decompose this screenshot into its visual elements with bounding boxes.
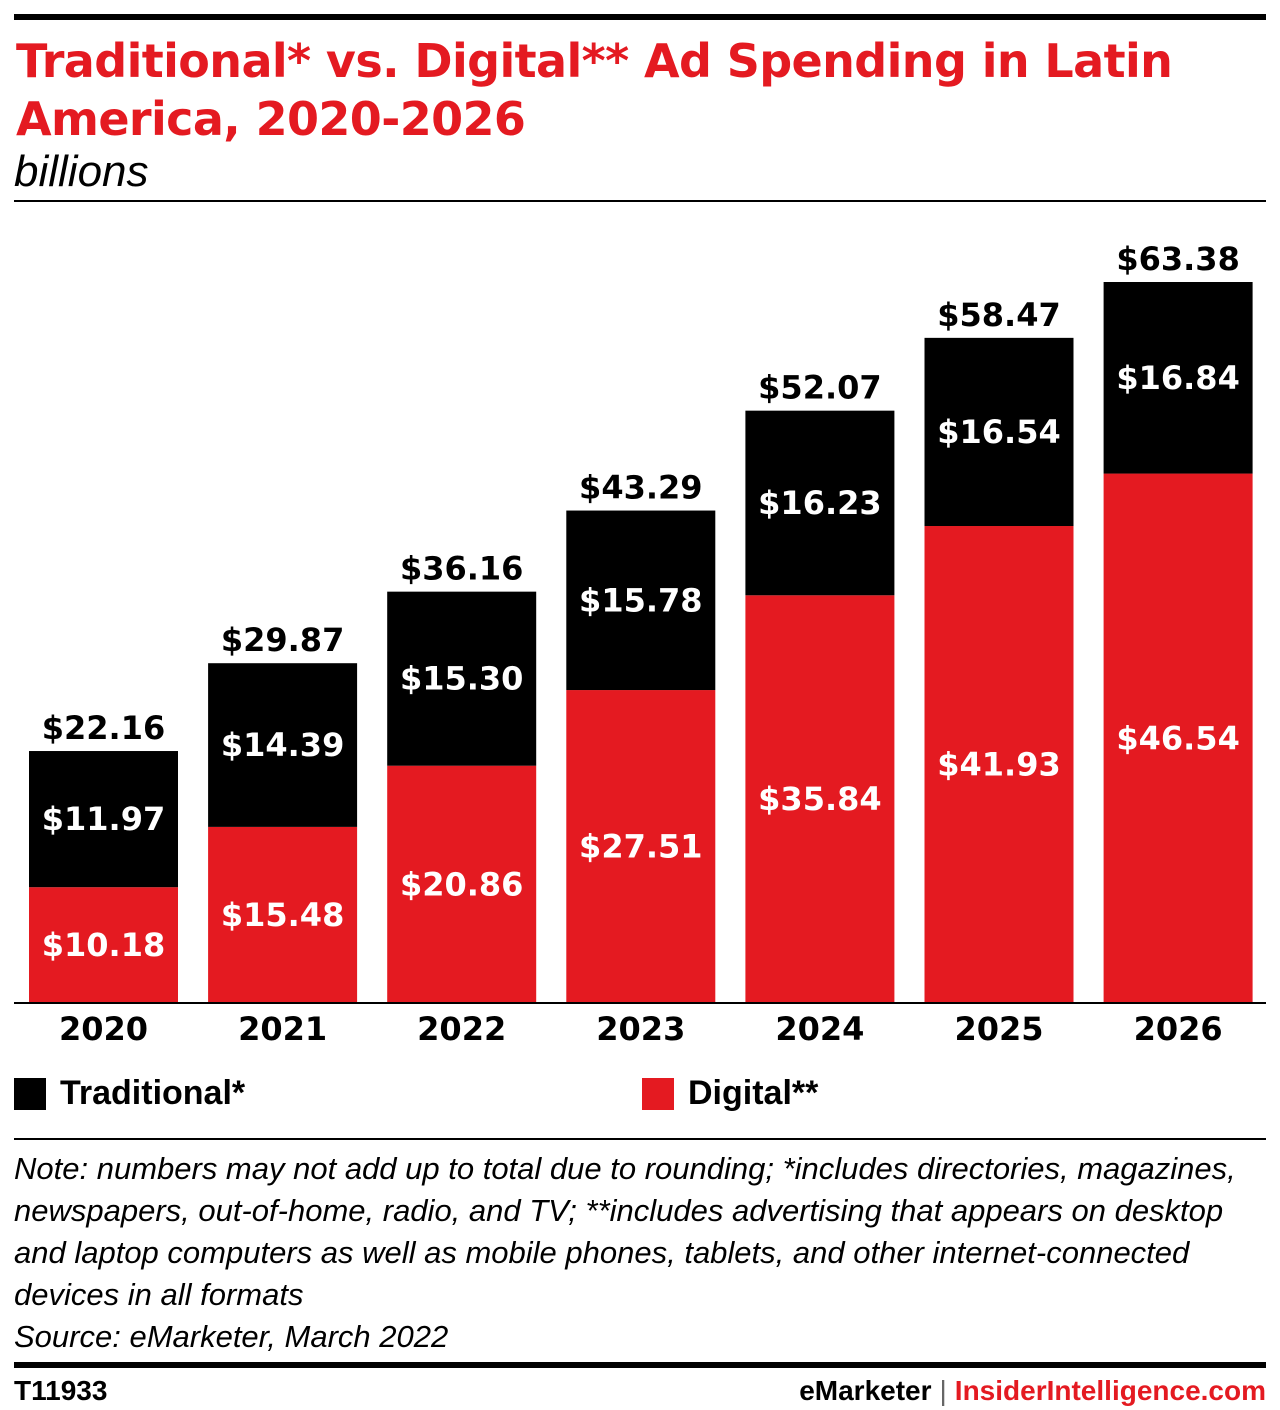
x-tick-label-2020: 2020: [59, 1010, 148, 1048]
legend-divider: [14, 1138, 1266, 1140]
bar-digital-2025: [924, 526, 1074, 1003]
total-label-2022: $36.16: [400, 550, 523, 588]
traditional-swatch: [14, 1077, 46, 1110]
total-label-2026: $63.38: [1116, 240, 1239, 278]
header-divider: [14, 200, 1266, 202]
traditional-legend-label: Traditional*: [60, 1074, 246, 1112]
data-label-traditional-2020: $11.97: [42, 800, 165, 838]
data-label-traditional-2024: $16.23: [758, 484, 881, 522]
bar-digital-2022: [387, 765, 537, 1003]
bar-traditional-2020: [29, 751, 178, 888]
bar-traditional-2026: [1103, 282, 1253, 474]
data-label-digital-2024: $35.84: [758, 780, 881, 818]
total-label-2025: $58.47: [937, 296, 1060, 334]
bar-digital-2023: [566, 690, 716, 1003]
data-label-traditional-2022: $15.30: [400, 660, 523, 698]
data-label-digital-2023: $27.51: [579, 828, 702, 866]
stacked-bar-chart: $10.18 $11.97 $22.16 2020 $15.48 $14.39 $29.87…: [14, 240, 1266, 1048]
bar-traditional-2021: [208, 663, 358, 827]
x-tick-label-2024: 2024: [775, 1010, 864, 1048]
bar-digital-2026: [1103, 473, 1253, 1003]
chart-subtitle: billions: [14, 147, 149, 196]
data-label-digital-2021: $15.48: [221, 896, 344, 934]
bar-traditional-2025: [924, 337, 1074, 527]
emarketer-brand: eMarketer: [799, 1375, 932, 1406]
bar-digital-2024: [745, 595, 895, 1003]
total-label-2023: $43.29: [579, 469, 702, 507]
legend-digital: Digital**: [642, 1074, 818, 1113]
x-tick-label-2022: 2022: [417, 1010, 506, 1048]
brand-credit: eMarketer | InsiderIntelligence.com: [799, 1375, 1266, 1407]
data-label-digital-2026: $46.54: [1116, 719, 1239, 757]
note-text: Note: numbers may not add up to total du…: [14, 1151, 1236, 1312]
total-label-2020: $22.16: [42, 709, 165, 747]
bar-traditional-2022: [387, 591, 537, 766]
chart-note: Note: numbers may not add up to total du…: [14, 1148, 1270, 1358]
x-tick-label-2025: 2025: [954, 1010, 1043, 1048]
data-label-traditional-2021: $14.39: [221, 726, 344, 764]
data-label-traditional-2025: $16.54: [937, 413, 1060, 451]
insider-intelligence-link[interactable]: InsiderIntelligence.com: [954, 1375, 1266, 1406]
chart-title: Traditional* vs. Digital** Ad Spending i…: [16, 34, 1173, 146]
bar-digital-2021: [208, 826, 358, 1003]
bar-digital-2020: [29, 887, 178, 1003]
total-label-2024: $52.07: [758, 369, 881, 407]
x-tick-label-2021: 2021: [238, 1010, 327, 1048]
digital-legend-label: Digital**: [688, 1074, 819, 1112]
total-label-2021: $29.87: [221, 621, 344, 659]
brand-separator: |: [939, 1375, 947, 1406]
digital-swatch: [642, 1077, 674, 1110]
data-label-digital-2020: $10.18: [42, 926, 165, 964]
data-label-digital-2022: $20.86: [400, 865, 523, 903]
x-tick-label-2026: 2026: [1134, 1010, 1223, 1048]
x-tick-label-2023: 2023: [596, 1010, 685, 1048]
data-label-digital-2025: $41.93: [937, 746, 1060, 784]
legend-traditional: Traditional*: [14, 1074, 245, 1113]
data-label-traditional-2023: $15.78: [579, 581, 702, 619]
bar-traditional-2023: [566, 510, 716, 691]
footer-rule: [14, 1362, 1266, 1368]
data-label-traditional-2026: $16.84: [1116, 359, 1239, 397]
source-text: Source: eMarketer, March 2022: [14, 1319, 449, 1354]
bar-traditional-2024: [745, 410, 895, 596]
top-rule: [14, 14, 1266, 20]
chart-id: T11933: [14, 1375, 108, 1406]
